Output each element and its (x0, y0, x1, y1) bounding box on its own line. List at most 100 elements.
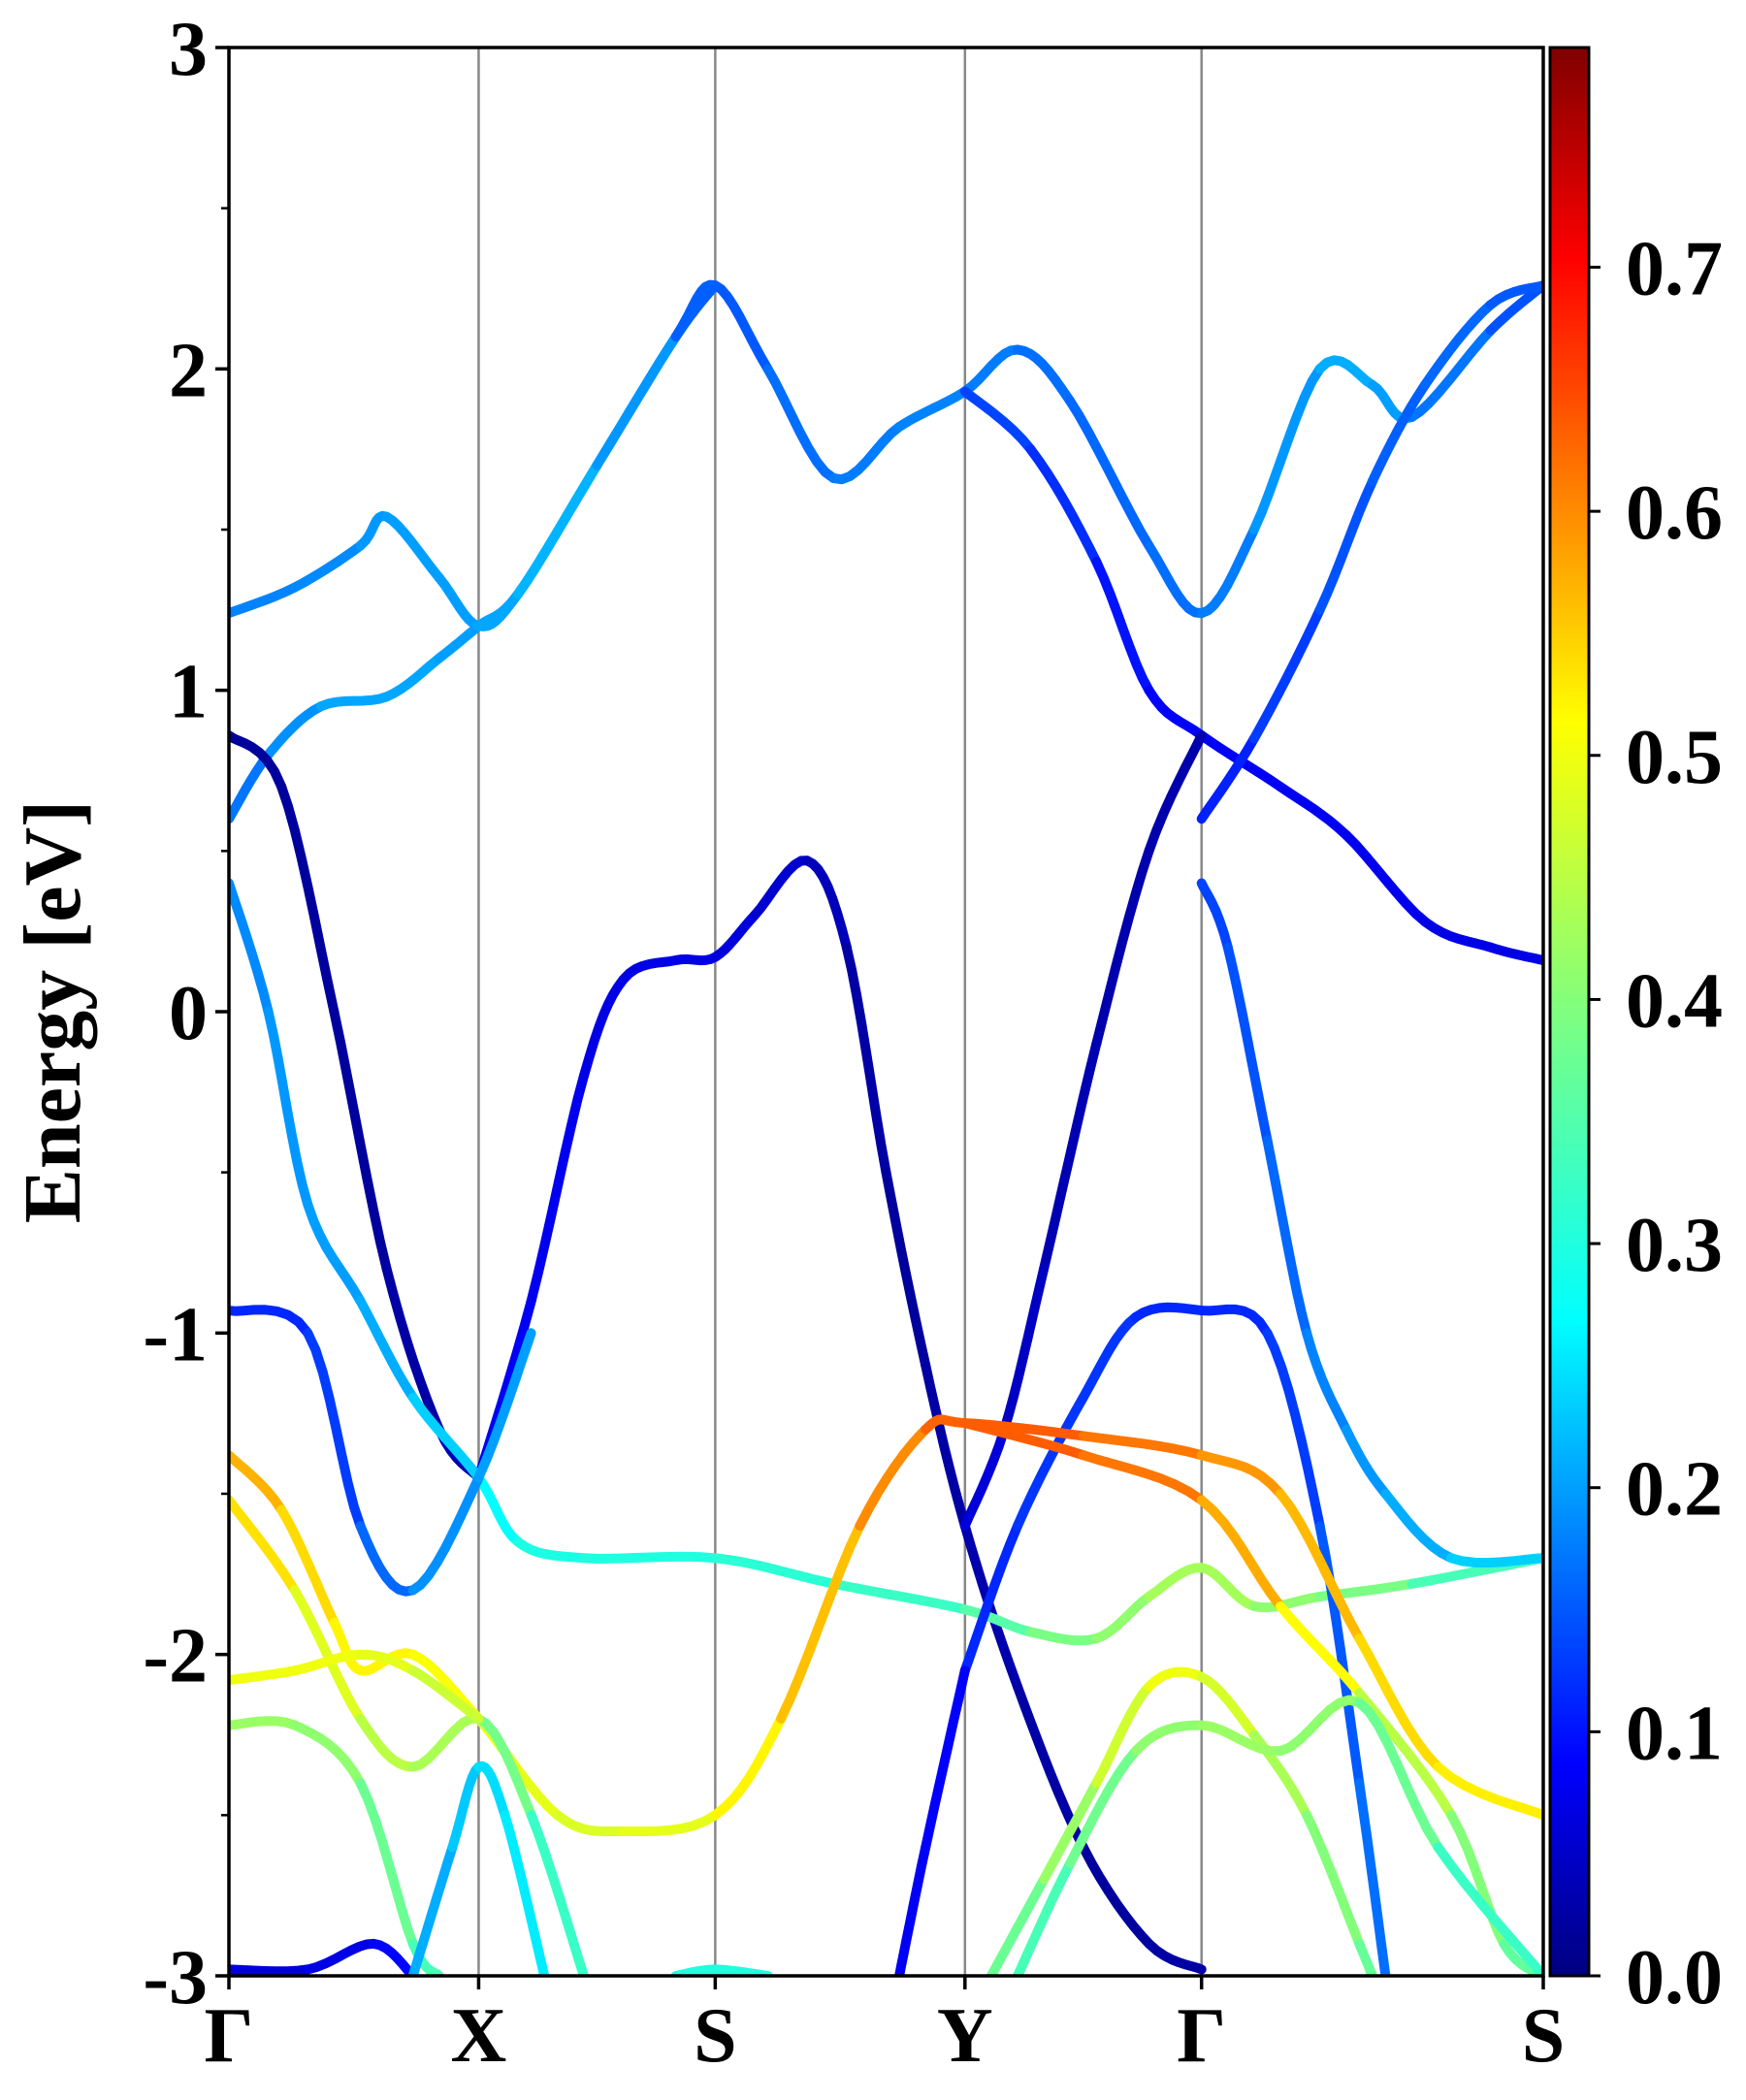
band-15 (229, 1716, 444, 1976)
band-segment (1248, 364, 1325, 534)
band-18 (229, 1938, 418, 1976)
y-axis: -3 -2 -1 0 1 2 3 (143, 7, 229, 2020)
band-segment (1091, 1592, 1154, 1644)
band-segment (1078, 1450, 1207, 1505)
high-symmetry-lines (477, 48, 1203, 1976)
band-segment (841, 942, 891, 1178)
band-segment (762, 364, 839, 483)
band-segment (407, 1392, 484, 1483)
band-2 (959, 386, 1543, 965)
y-tick-label: 3 (169, 7, 208, 92)
band-segment (1354, 1697, 1443, 1853)
colorbar-tick-label: 0.0 (1626, 1935, 1723, 2020)
band-segment (355, 1521, 418, 1597)
band-segment (355, 1649, 418, 1676)
band-segment (229, 1305, 313, 1339)
band-segment (329, 1617, 366, 1676)
band-segment (578, 1551, 721, 1564)
colorbar-tick-label: 0.3 (1626, 1203, 1723, 1288)
band-segment (289, 540, 366, 593)
band-segment (407, 1665, 484, 1724)
band-segment (276, 782, 340, 1017)
band-19 (407, 1761, 550, 1976)
band-segment (473, 1328, 536, 1483)
band-segment (802, 856, 852, 953)
band-segment (1091, 1681, 1154, 1789)
band-segment (1341, 1424, 1391, 1499)
band-segment (1196, 1304, 1273, 1339)
colorbar: 0.0 0.1 0.2 0.3 0.4 0.5 0.6 0.7 (1548, 46, 1723, 2020)
band-segment (999, 1264, 1050, 1435)
band-segment (592, 332, 681, 470)
band-segment (578, 974, 629, 1082)
band-segment (229, 1716, 300, 1730)
band-segment (1013, 1858, 1076, 1976)
band-segment (1196, 525, 1259, 619)
band-segment (1078, 1311, 1141, 1403)
band-segment (1367, 379, 1430, 487)
band-segment (355, 1713, 418, 1772)
band-segment (1078, 1431, 1207, 1461)
band-segment (229, 878, 274, 1017)
y-tick-label: -3 (143, 1935, 208, 2020)
band-10 (959, 1302, 1391, 1976)
band-segment (1065, 1746, 1141, 1868)
band-5 (473, 856, 1207, 1975)
kpoint-label: S (694, 1993, 737, 2079)
band-segment (1302, 1810, 1365, 1949)
band-segment (473, 1472, 524, 1547)
band-segment (1013, 1392, 1088, 1532)
band-segment (1144, 540, 1207, 619)
kpoint-label: Γ (205, 1993, 254, 2079)
band-segment (670, 280, 721, 342)
band-segment (381, 1264, 444, 1435)
band-segment (1380, 1489, 1457, 1564)
band-segment (710, 910, 760, 962)
band-segment (1302, 1328, 1351, 1435)
kpoint-label: Y (937, 1993, 993, 2079)
band-segment (894, 1842, 931, 1976)
band-segment (526, 1810, 589, 1976)
band-segment (229, 1964, 313, 1976)
band-segment (959, 1521, 1022, 1676)
band-segment (710, 280, 773, 374)
band-segment (303, 1938, 379, 1975)
band-segment (1341, 829, 1431, 927)
band-segment (1276, 1601, 1365, 1698)
band-segment (618, 1810, 721, 1836)
band-segment (1222, 942, 1273, 1146)
kpoint-label: X (451, 1993, 507, 2079)
band-segment (355, 1296, 418, 1403)
band-segment (552, 1810, 629, 1836)
band-0 (229, 279, 1543, 631)
band-segment (959, 1424, 1010, 1532)
colorbar-gradient (1548, 46, 1591, 1978)
band-17 (1013, 1695, 1543, 1976)
band-segment (1196, 1495, 1285, 1611)
band-segment (1276, 1695, 1365, 1757)
y-tick-label: 0 (169, 971, 208, 1056)
band-segment (1420, 917, 1496, 953)
band-segment (921, 1414, 970, 1435)
band-segment (1248, 604, 1325, 744)
band-segment (959, 1418, 1088, 1461)
colorbar-tick-label: 0.6 (1626, 470, 1723, 556)
band-segment (434, 572, 484, 631)
band-segment (1065, 396, 1154, 551)
band-13 (229, 1649, 484, 1724)
band-segment (303, 1328, 366, 1532)
band-segment (1354, 1938, 1377, 1976)
band-segment (381, 653, 444, 702)
band-segment (500, 1810, 550, 1976)
band-segment (289, 1720, 366, 1789)
band-segment (229, 1495, 300, 1596)
band-segment (1196, 1563, 1259, 1611)
band-lines (229, 279, 1543, 1976)
band-segment (1196, 1720, 1285, 1757)
band-segment (1091, 846, 1154, 1050)
band-3 (1196, 280, 1543, 824)
band-segment (828, 1578, 970, 1615)
band-segment (1485, 942, 1543, 965)
